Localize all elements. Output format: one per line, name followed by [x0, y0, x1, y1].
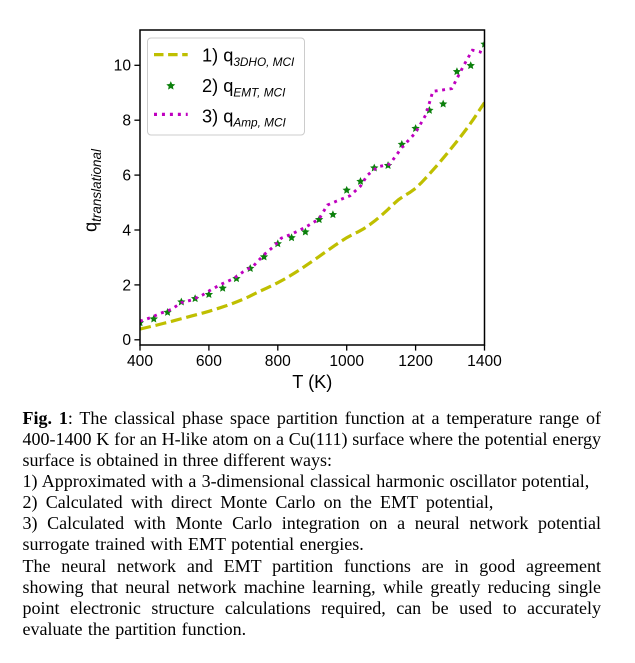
svg-text:4: 4	[122, 222, 131, 239]
svg-text:10: 10	[114, 58, 132, 75]
svg-text:qtranslational: qtranslational	[80, 148, 105, 232]
svg-text:2: 2	[122, 277, 131, 294]
svg-text:T (K): T (K)	[292, 372, 332, 392]
svg-text:600: 600	[196, 353, 222, 370]
svg-text:8: 8	[122, 113, 131, 130]
svg-text:1400: 1400	[467, 353, 502, 370]
svg-text:400: 400	[127, 353, 153, 370]
svg-text:1200: 1200	[398, 353, 433, 370]
svg-text:1000: 1000	[329, 353, 364, 370]
svg-text:0: 0	[122, 332, 131, 349]
svg-text:800: 800	[265, 353, 291, 370]
svg-text:6: 6	[122, 168, 131, 185]
